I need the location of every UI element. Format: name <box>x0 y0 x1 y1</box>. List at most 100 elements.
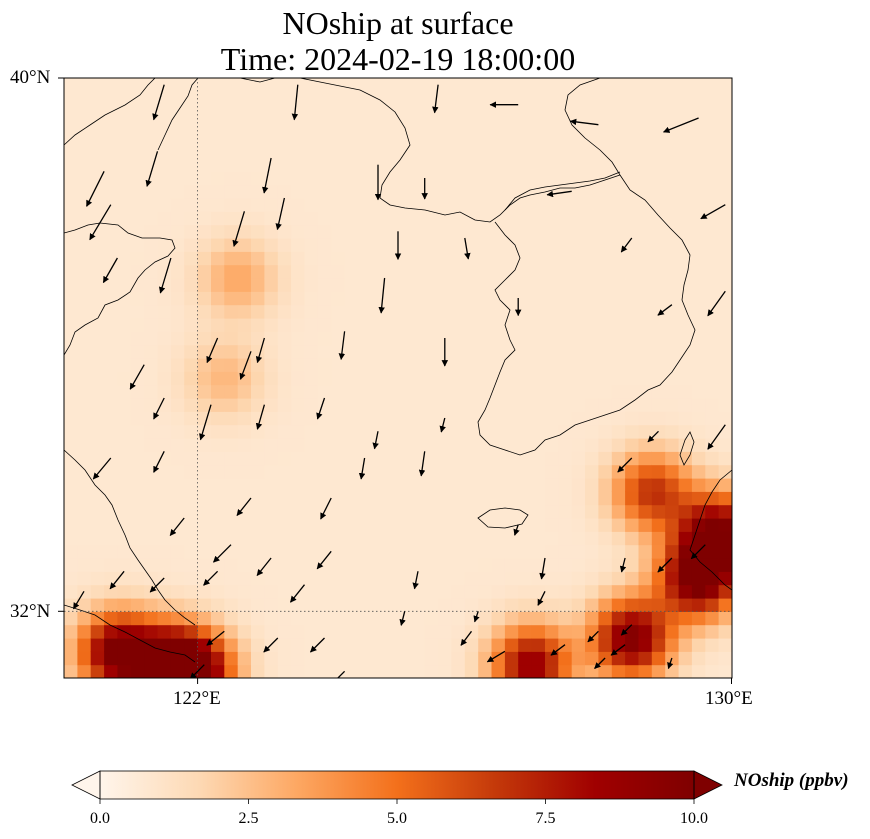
field-cell <box>130 91 145 106</box>
field-cell <box>277 144 292 159</box>
field-cell <box>651 211 666 226</box>
field-cell <box>344 638 359 652</box>
axis-ticks <box>58 77 732 684</box>
wind-vector <box>145 151 159 187</box>
field-cell <box>170 358 185 372</box>
field-cell <box>197 438 212 452</box>
field-cell <box>665 291 680 306</box>
field-cell <box>237 624 252 639</box>
field-cell <box>384 504 399 519</box>
field-cell <box>77 158 92 172</box>
field-cell <box>170 464 185 479</box>
field-cell <box>304 571 319 586</box>
field-cell <box>331 104 346 119</box>
field-cell <box>598 424 613 439</box>
coastline-liaodong-peninsula <box>157 78 199 151</box>
field-cell <box>478 464 493 479</box>
field-cell <box>464 238 479 252</box>
field-cell <box>451 118 466 132</box>
field-cell <box>384 624 399 639</box>
field-cell <box>691 478 706 492</box>
field-cell <box>451 131 466 146</box>
field-cell <box>117 651 132 666</box>
field-cell <box>384 491 399 506</box>
field-cell <box>665 424 680 439</box>
field-cell <box>344 438 359 452</box>
field-cell <box>251 78 265 92</box>
field-cell <box>424 478 439 492</box>
field-cell <box>304 78 319 92</box>
field-cell <box>451 464 466 479</box>
field-cell <box>277 571 292 586</box>
field-cell <box>344 158 359 172</box>
field-cell <box>491 438 506 452</box>
field-cell <box>197 491 212 506</box>
field-cell <box>691 278 706 292</box>
field-cell <box>651 91 666 106</box>
field-cell <box>478 358 493 372</box>
field-cell <box>504 144 519 159</box>
field-cell <box>117 571 132 586</box>
field-cell <box>411 504 426 519</box>
field-cell <box>130 344 145 359</box>
field-cell <box>638 78 653 92</box>
wind-vector <box>316 550 332 570</box>
field-cell <box>357 304 372 319</box>
field-cell <box>678 464 693 479</box>
field-cell <box>451 278 466 292</box>
field-cell <box>184 398 199 412</box>
field-cell <box>571 558 586 572</box>
field-cell <box>665 624 680 639</box>
field-cell <box>398 584 412 599</box>
field-cell <box>651 171 666 186</box>
field-cell <box>197 264 212 279</box>
field-cell <box>478 224 493 239</box>
field-cell <box>705 531 720 546</box>
field-cell <box>77 264 92 279</box>
field-cell <box>264 251 279 266</box>
field-cell <box>197 118 212 132</box>
field-cell <box>464 318 479 332</box>
field-cell <box>237 438 252 452</box>
field-cell <box>718 438 732 452</box>
field-cell <box>331 611 346 626</box>
field-cell <box>598 398 613 412</box>
field-cell <box>237 291 252 306</box>
field-cell <box>90 278 105 292</box>
field-cell <box>237 131 252 146</box>
field-cell <box>585 544 599 559</box>
field-cell <box>611 611 626 626</box>
field-cell <box>398 624 412 639</box>
wind-vector <box>255 337 266 364</box>
field-cell <box>317 331 332 346</box>
field-cell <box>317 624 332 639</box>
field-cell <box>317 304 332 319</box>
field-cell <box>384 131 399 146</box>
wind-vector <box>439 417 446 433</box>
field-cell <box>491 198 506 212</box>
field-cell <box>77 624 92 639</box>
field-cell <box>197 584 212 599</box>
field-cell <box>117 304 132 319</box>
field-cell <box>211 131 225 146</box>
field-cell <box>585 638 599 652</box>
field-cell <box>545 638 559 652</box>
field-cell <box>571 118 586 132</box>
field-cell <box>598 238 613 252</box>
field-cell <box>531 144 546 159</box>
wind-vector <box>152 84 165 121</box>
field-cell <box>104 251 119 266</box>
field-cell <box>264 424 279 439</box>
field-cell <box>438 624 453 639</box>
field-cell <box>531 504 546 519</box>
field-cell <box>77 344 92 359</box>
field-cell <box>130 518 145 532</box>
field-cell <box>317 184 332 199</box>
field-cell <box>625 91 640 106</box>
field-cell <box>678 611 693 626</box>
field-cell <box>331 144 346 159</box>
field-cell <box>117 118 132 132</box>
field-cell <box>357 144 372 159</box>
field-cell <box>237 464 252 479</box>
wind-vector <box>236 497 252 517</box>
